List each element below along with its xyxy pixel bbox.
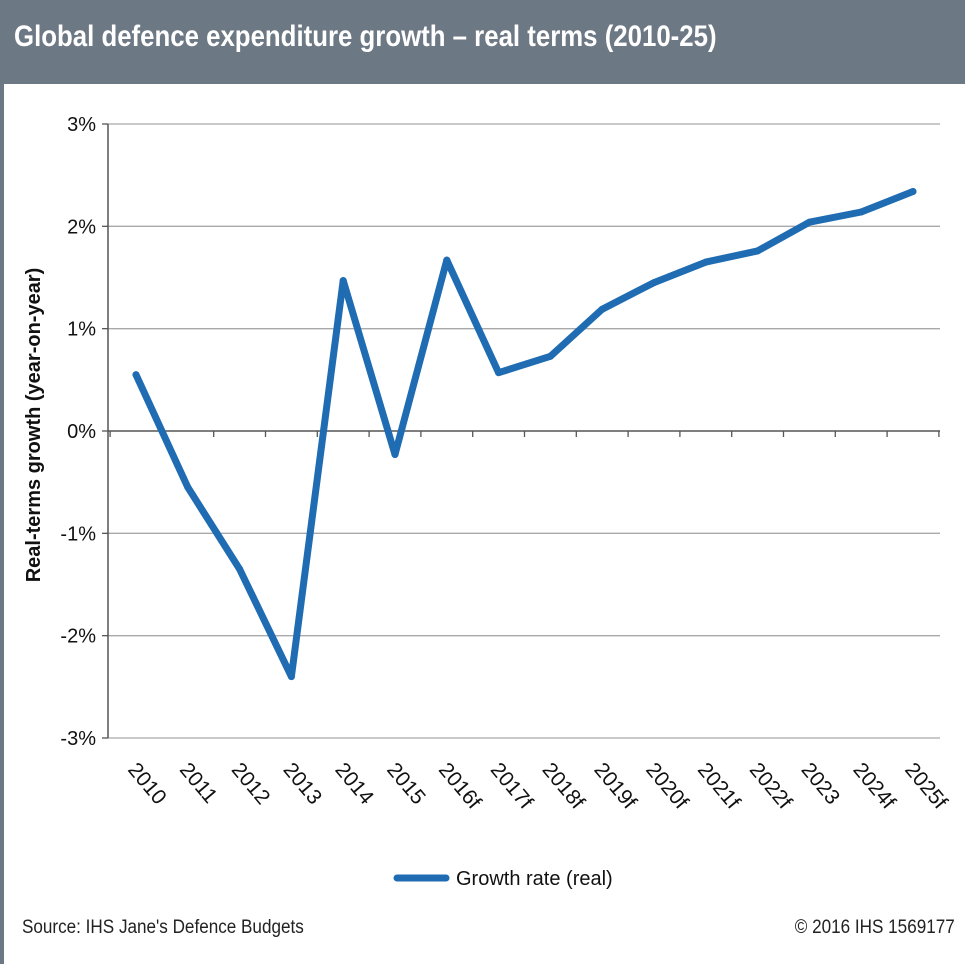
x-tick-label: 2025f [900,758,952,813]
gridlines [108,123,940,739]
source-note: Source: IHS Jane's Defence Budgets [22,917,304,938]
data-point [132,371,140,379]
x-tick-label: 2015 [382,758,430,809]
x-tick-label: 2014 [330,758,378,809]
x-tick-label: 2023 [797,758,845,809]
axes [102,123,940,739]
x-tick-label: 2017f [486,758,538,813]
x-tick-label: 2018f [538,758,590,813]
data-point [805,218,813,226]
left-border [0,84,4,964]
x-tick-labels: 2010 2011 2012 2013 2014 2015 2016f 2017f 2018f 2… [123,758,952,813]
x-tick-label: 2012 [227,758,275,809]
x-tick-label: 2024f [848,758,900,813]
y-tick-label: -3% [60,728,96,750]
data-point [754,247,762,255]
data-point [598,305,606,313]
y-axis-label: Real-terms growth (year-on-year) [23,268,45,583]
data-point [339,277,347,285]
y-tick-label: -2% [60,626,96,648]
series-line [132,188,917,681]
data-point [546,352,554,360]
x-tick-label: 2022f [745,758,797,813]
x-tick-label: 2013 [279,758,327,809]
data-point [391,451,399,459]
y-tick-label: -1% [60,523,96,545]
data-point [702,258,710,266]
data-point [184,483,192,491]
x-tick-label: 2021f [693,758,745,813]
data-point [443,256,451,264]
x-tick-label: 2010 [123,758,171,809]
x-tick-label: 2016f [434,758,486,813]
legend: Growth rate (real) [393,868,613,890]
y-tick-label: 3% [67,114,96,136]
y-tick-label: 2% [67,216,96,238]
x-tick-label: 2019f [589,758,641,813]
x-tick-label: 2011 [175,758,222,807]
y-tick-label: 1% [67,319,96,341]
data-point [909,188,917,196]
data-point [857,208,865,216]
title-bar: Global defence expenditure growth – real… [0,0,965,84]
data-point [495,369,503,377]
x-tick-label: 2020f [641,758,693,813]
series-lines [132,188,917,681]
data-point [236,565,244,573]
data-point [650,279,658,287]
legend-label: Growth rate (real) [456,868,613,890]
y-tick-label: 0% [67,421,96,443]
data-point [287,673,295,681]
y-tick-labels: 3% 2% 1% 0% -1% -2% -3% [60,114,96,750]
chart-title: Global defence expenditure growth – real… [14,20,717,53]
copyright-note: © 2016 IHS 1569177 [795,917,955,938]
